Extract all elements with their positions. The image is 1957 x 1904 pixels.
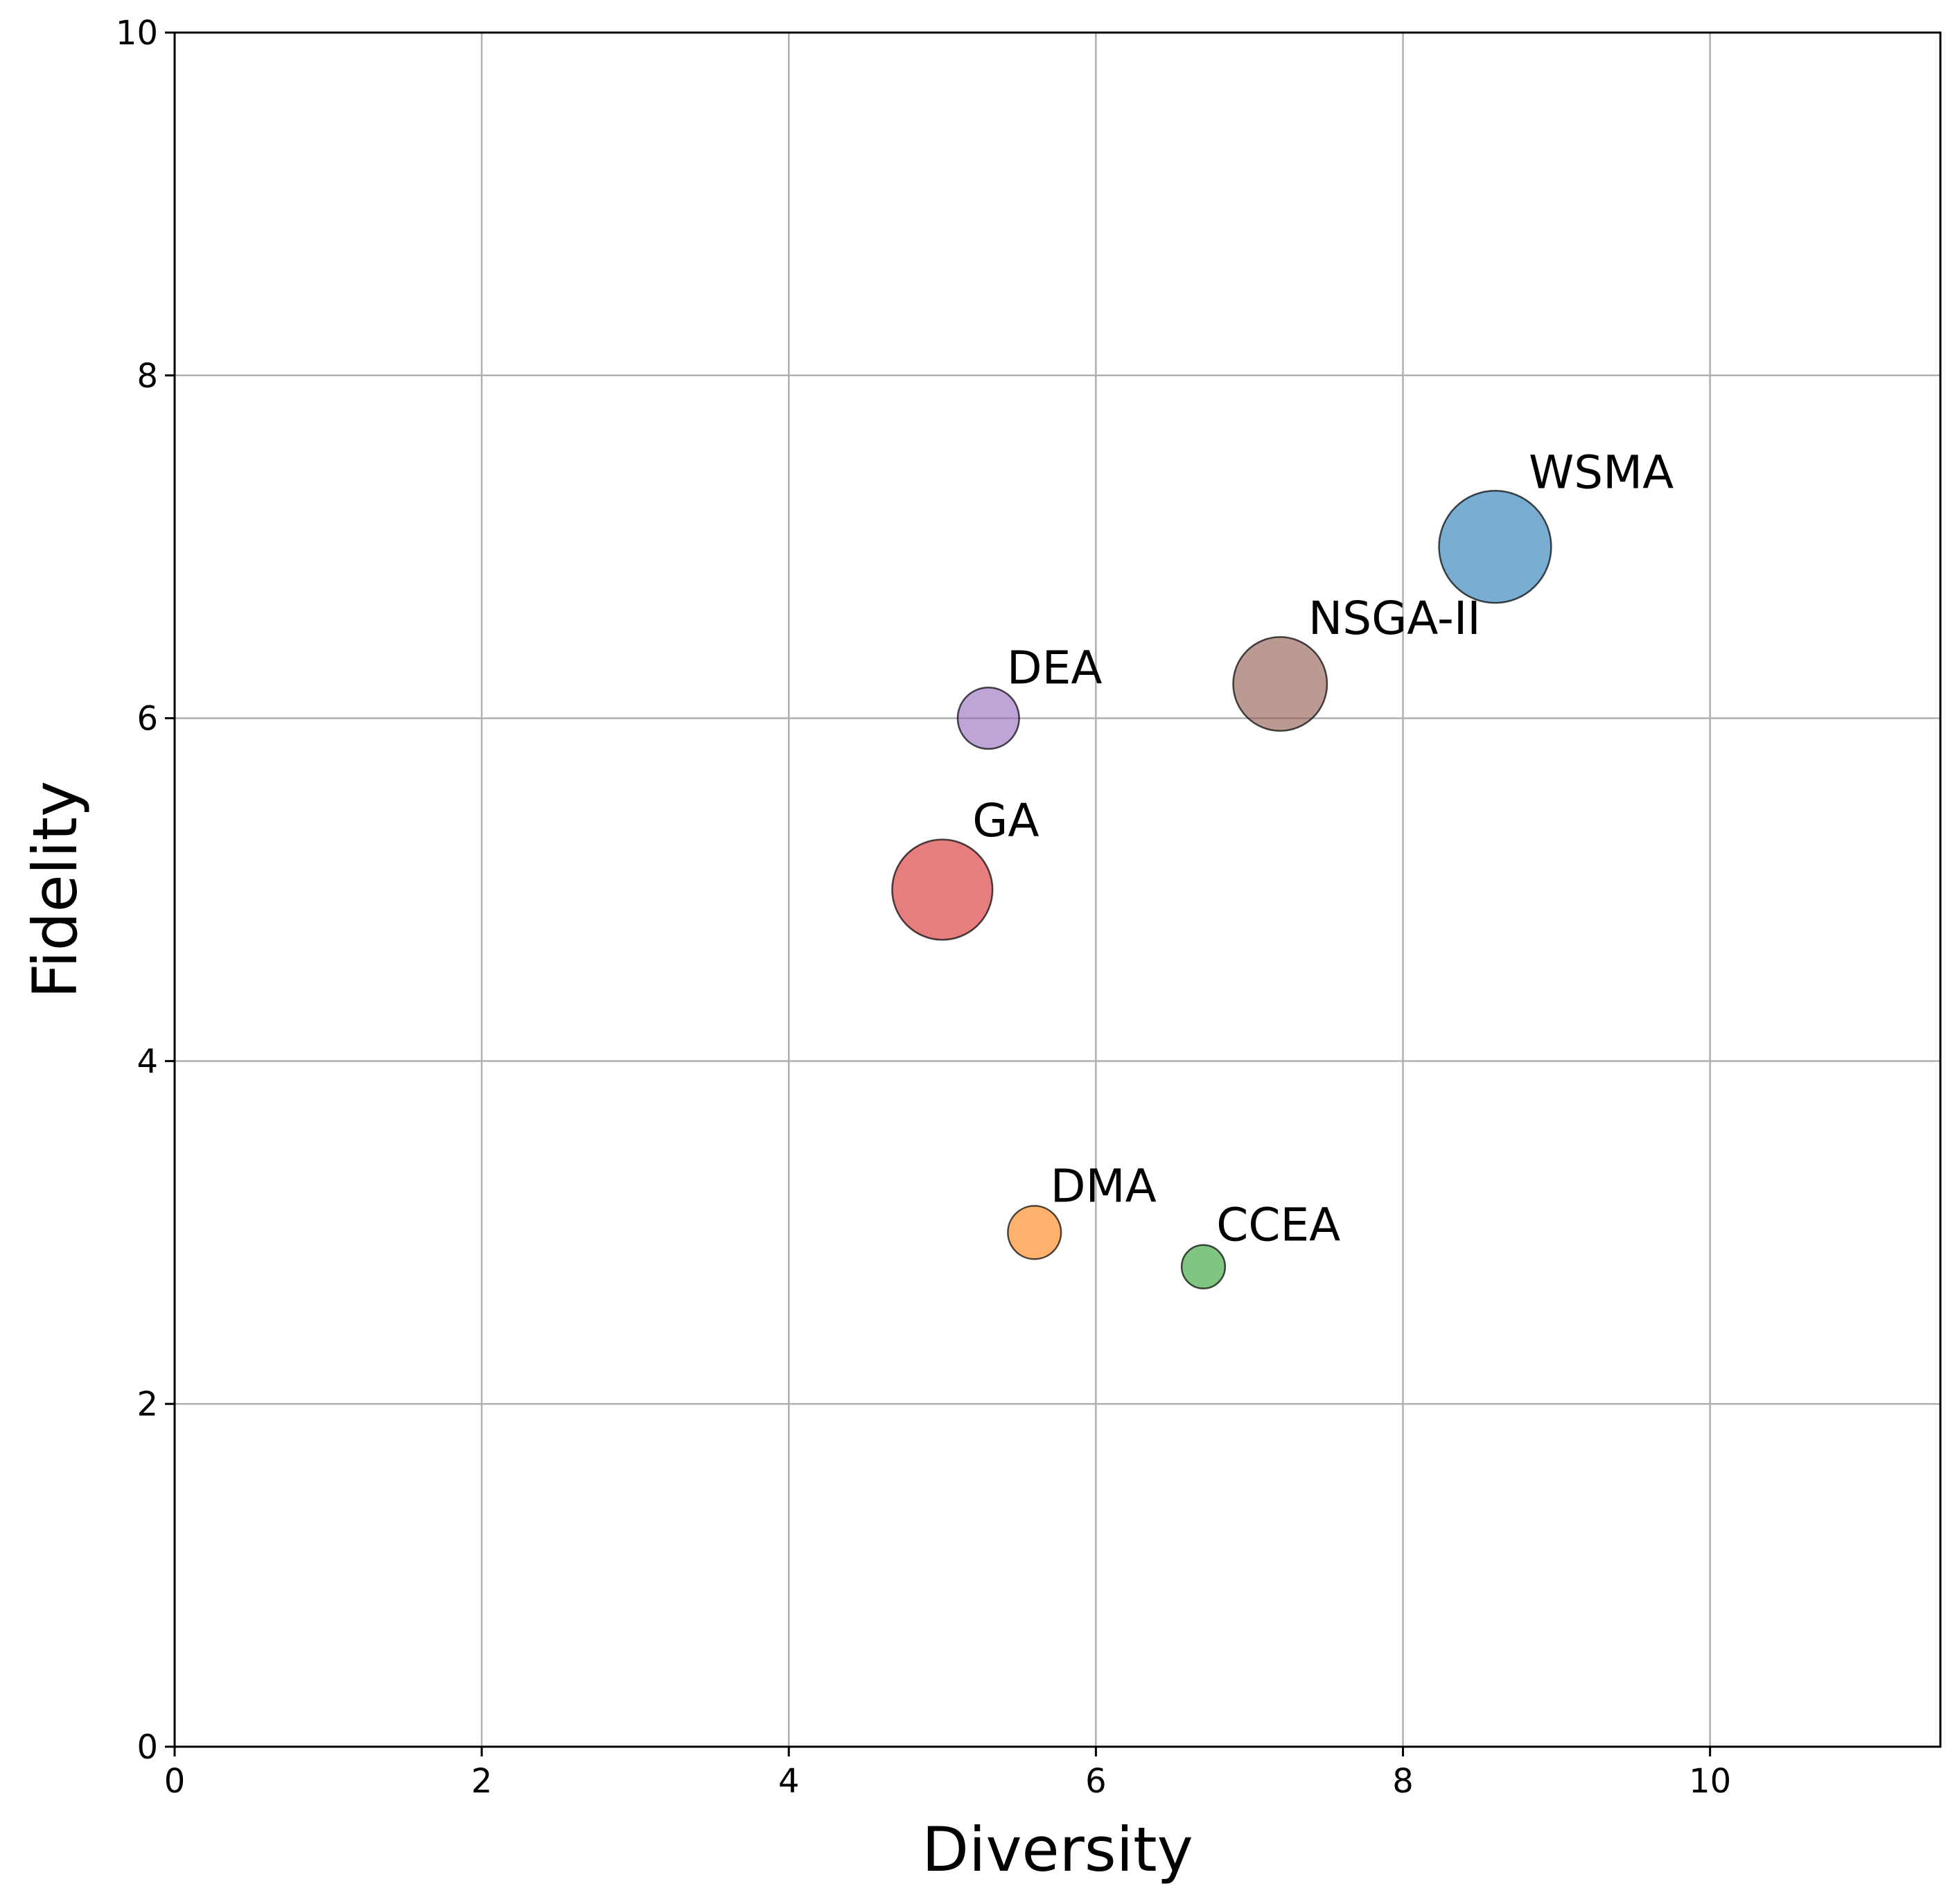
bubble-label: CCEA xyxy=(1216,1198,1340,1251)
x-axis-label: Diversity xyxy=(922,1814,1193,1885)
bubble-dma xyxy=(1007,1205,1062,1260)
bubble-dea xyxy=(956,687,1020,750)
y-axis-label: Fidelity xyxy=(19,781,91,998)
x-tick-label: 2 xyxy=(471,1762,493,1801)
bubble-label: DMA xyxy=(1051,1159,1157,1213)
plot-frame xyxy=(173,31,1942,1748)
x-tick-label: 0 xyxy=(164,1762,186,1801)
bubble-label: DEA xyxy=(1007,641,1103,694)
y-tick-label: 6 xyxy=(137,700,158,739)
bubble-ccea xyxy=(1180,1244,1227,1289)
data-points: WSMA NSGA-II DEA GA DMA CCEA xyxy=(891,446,1674,1289)
y-tick-label: 10 xyxy=(116,14,158,53)
y-tick-label: 0 xyxy=(137,1728,158,1767)
x-tick-label: 8 xyxy=(1392,1762,1414,1801)
bubble-ga xyxy=(891,838,994,941)
bubble-label: GA xyxy=(972,794,1039,847)
bubble-label: NSGA-II xyxy=(1308,592,1481,645)
x-tick-label: 4 xyxy=(778,1762,800,1801)
grid xyxy=(173,31,1940,1748)
x-tick-label: 6 xyxy=(1085,1762,1107,1801)
ticks: 0 2 4 6 8 10 0 2 4 6 8 10 xyxy=(116,14,1731,1801)
y-tick-label: 4 xyxy=(137,1042,158,1081)
y-tick-label: 8 xyxy=(137,357,158,396)
bubble-wsma xyxy=(1438,490,1552,604)
x-tick-label: 10 xyxy=(1689,1762,1731,1801)
y-tick-label: 2 xyxy=(137,1385,158,1424)
bubble-label: WSMA xyxy=(1529,446,1674,499)
bubble-nsga-ii xyxy=(1232,636,1328,732)
